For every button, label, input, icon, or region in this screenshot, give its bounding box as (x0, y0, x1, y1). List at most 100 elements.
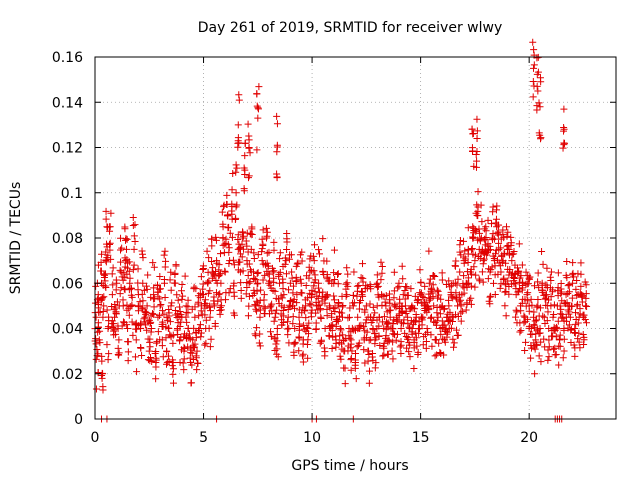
data-point (98, 250, 106, 258)
data-point (230, 261, 238, 269)
data-point (180, 366, 188, 374)
data-point (266, 303, 274, 311)
data-point (449, 294, 457, 302)
data-point (219, 220, 227, 228)
data-point (525, 274, 533, 282)
data-point (297, 279, 305, 287)
data-point (514, 264, 522, 272)
data-point (212, 276, 220, 284)
data-point (202, 316, 210, 324)
data-point (273, 143, 281, 151)
data-point (265, 277, 273, 285)
data-point (534, 87, 542, 95)
data-point (288, 274, 296, 282)
data-point (122, 236, 130, 244)
data-point (559, 144, 567, 152)
data-point (266, 328, 274, 336)
data-point (376, 341, 384, 349)
data-point (152, 347, 160, 355)
data-point (384, 350, 392, 358)
data-point (133, 368, 141, 376)
data-point (112, 308, 120, 316)
data-point (331, 304, 339, 312)
data-point (433, 294, 441, 302)
data-point (246, 149, 254, 157)
data-point (310, 257, 318, 265)
data-point (115, 336, 123, 344)
data-point (289, 313, 297, 321)
data-point (280, 291, 288, 299)
data-point (154, 313, 162, 321)
data-point (355, 282, 363, 290)
data-point (103, 306, 111, 314)
data-point (501, 302, 509, 310)
data-point (160, 310, 168, 318)
data-point (235, 91, 243, 99)
data-point (390, 330, 398, 338)
data-point (299, 358, 307, 366)
data-point (214, 297, 222, 305)
data-point (466, 296, 474, 304)
data-point (237, 294, 245, 302)
data-point (228, 207, 236, 215)
data-point (577, 270, 585, 278)
data-point (312, 325, 320, 333)
data-point (401, 302, 409, 310)
data-point (570, 329, 578, 337)
data-point (304, 354, 312, 362)
data-point (145, 316, 153, 324)
data-point (414, 295, 422, 303)
data-point (144, 271, 152, 279)
data-point (428, 342, 436, 350)
data-point (427, 313, 435, 321)
data-point (288, 268, 296, 276)
data-point (533, 303, 541, 311)
data-point (513, 308, 521, 316)
data-point (184, 343, 192, 351)
data-point (117, 258, 125, 266)
y-tick-label: 0.06 (52, 276, 83, 292)
data-point (560, 347, 568, 355)
data-point (430, 302, 438, 310)
data-point (371, 364, 379, 372)
data-point (152, 354, 160, 362)
data-point (245, 292, 253, 300)
data-point (209, 264, 217, 272)
data-point (118, 244, 126, 252)
data-point (106, 227, 114, 235)
data-point (558, 310, 566, 318)
data-point (403, 283, 411, 291)
data-point (119, 302, 127, 310)
data-point (254, 114, 262, 122)
data-point (191, 303, 199, 311)
data-point (337, 326, 345, 334)
data-point (363, 328, 371, 336)
data-point (539, 260, 547, 268)
data-point (344, 270, 352, 278)
data-point (130, 232, 138, 240)
data-point (210, 300, 218, 308)
data-point (171, 270, 179, 278)
data-point (333, 316, 341, 324)
data-point (492, 215, 500, 223)
data-point (187, 349, 195, 357)
data-point (533, 341, 541, 349)
data-point (388, 347, 396, 355)
data-point (306, 268, 314, 276)
data-point (569, 279, 577, 287)
data-point (319, 235, 327, 243)
data-point (473, 157, 481, 165)
data-point (102, 207, 110, 215)
data-point (192, 354, 200, 362)
data-point (302, 314, 310, 322)
data-point (496, 284, 504, 292)
data-point (461, 247, 469, 255)
data-point (92, 385, 100, 393)
data-point (154, 328, 162, 336)
data-point (503, 232, 511, 240)
data-point (416, 266, 424, 274)
data-point (552, 323, 560, 331)
data-point (566, 313, 574, 321)
data-point (143, 302, 151, 310)
data-point (254, 104, 262, 112)
